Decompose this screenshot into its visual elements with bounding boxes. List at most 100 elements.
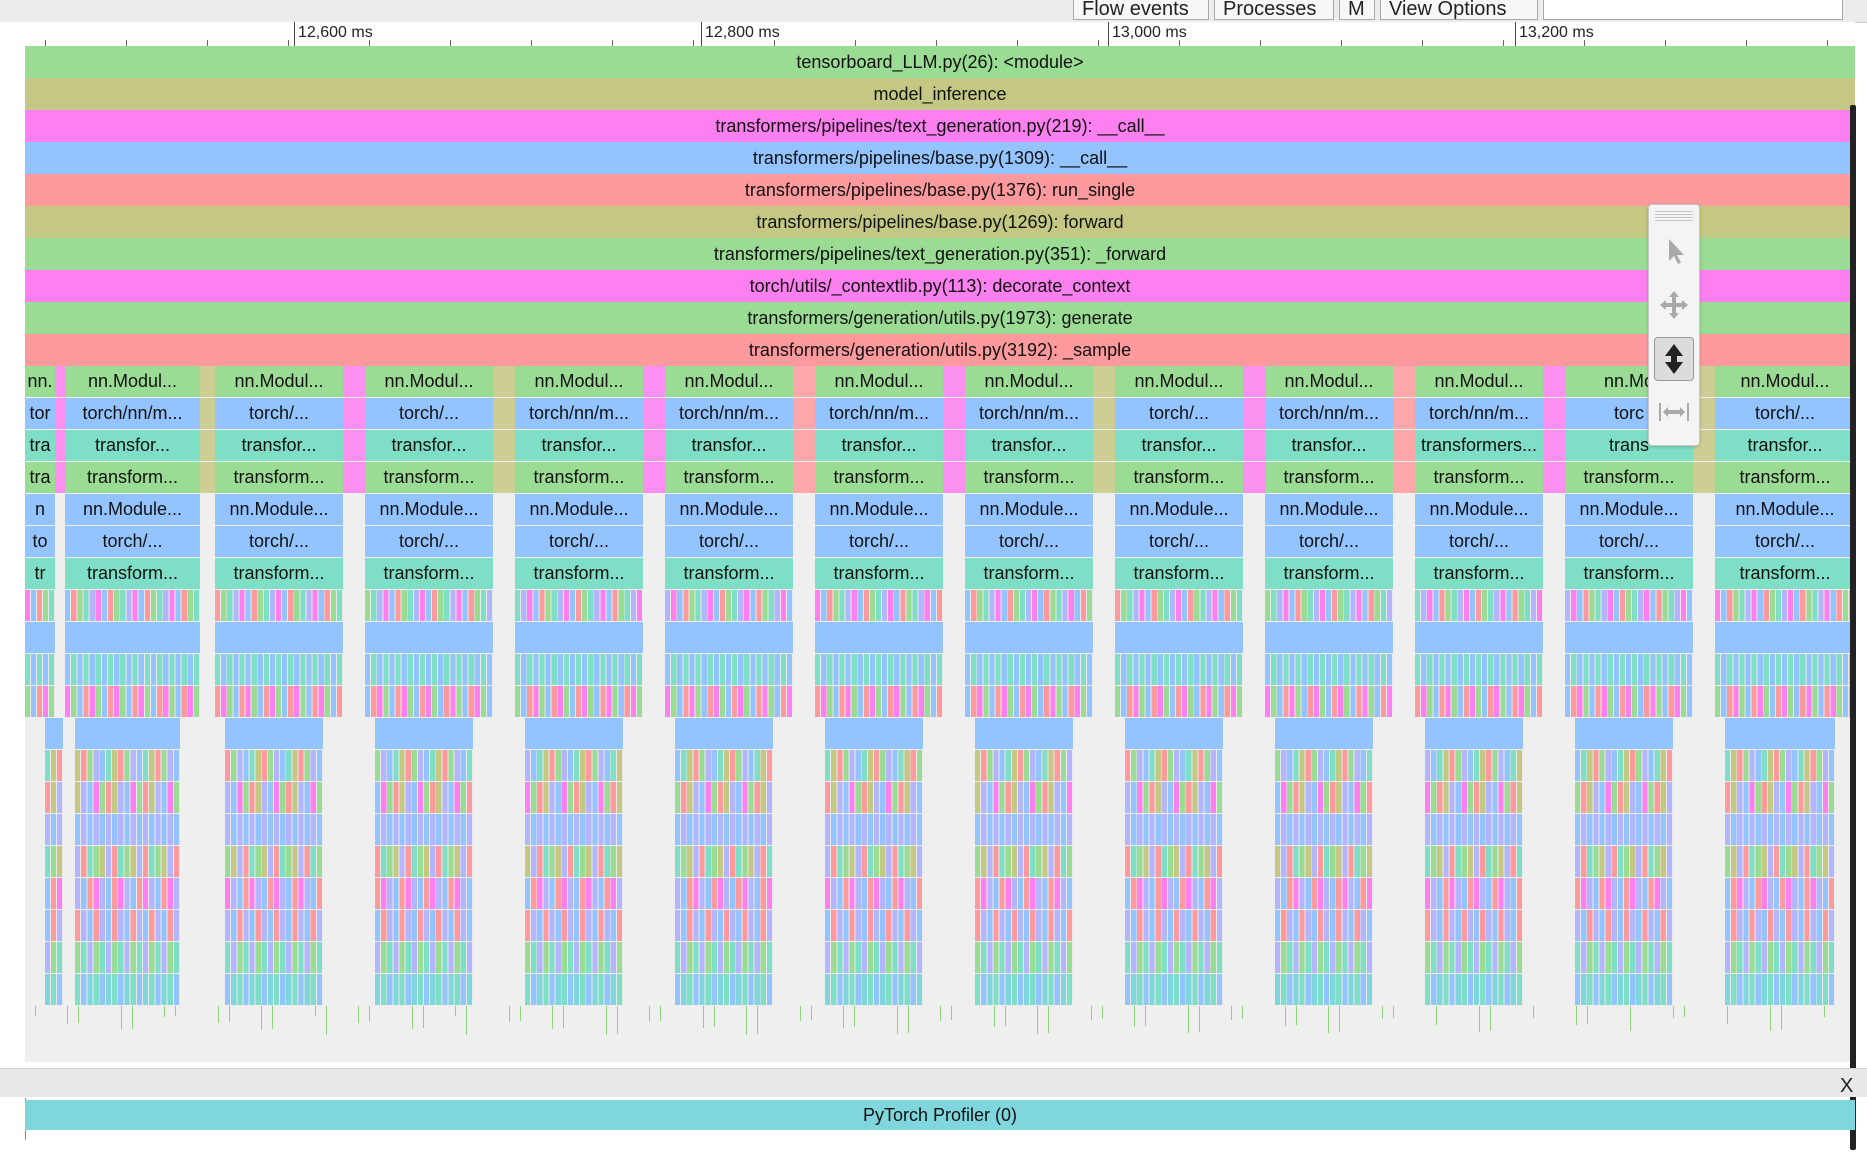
slice-step[interactable]: transform...	[65, 462, 200, 493]
slice-kernel-group[interactable]	[1275, 942, 1373, 973]
slice-step[interactable]: torch/...	[1415, 526, 1543, 557]
slice-kernel-group[interactable]	[1725, 750, 1835, 781]
slice-step[interactable]: transform...	[215, 558, 343, 589]
slice-kernel-group[interactable]	[825, 814, 923, 845]
slice-kernel-group[interactable]	[525, 878, 623, 909]
view-options-button[interactable]: View Options	[1380, 0, 1538, 20]
slice-kernel-group[interactable]	[1115, 622, 1243, 653]
slice-step[interactable]: torch/nn/m...	[665, 398, 793, 429]
slice-kernel-group[interactable]	[815, 686, 943, 717]
slice-step[interactable]: transform...	[365, 462, 493, 493]
slice-kernel-group[interactable]	[665, 654, 793, 685]
slice-kernel-group[interactable]	[1125, 878, 1223, 909]
slice-step[interactable]: tr	[25, 558, 55, 589]
slice-kernel-group[interactable]	[1725, 782, 1835, 813]
slice-step[interactable]: transform...	[665, 462, 793, 493]
slice-kernel-group[interactable]	[75, 814, 180, 845]
slice-kernel-group[interactable]	[975, 974, 1073, 1005]
slice-kernel-group[interactable]	[375, 782, 473, 813]
toolbar-drag-handle[interactable]	[1655, 211, 1693, 223]
slice-step[interactable]: torch/nn/m...	[65, 398, 200, 429]
slice-step[interactable]: nn.Module...	[1565, 494, 1693, 525]
slice-step[interactable]: nn.Module...	[1265, 494, 1393, 525]
slice-kernel-group[interactable]	[675, 750, 773, 781]
slice-kernel-group[interactable]	[25, 686, 55, 717]
pan-icon[interactable]	[1654, 283, 1694, 327]
slice-step[interactable]: transform...	[1715, 462, 1855, 493]
slice-kernel-group[interactable]	[1575, 974, 1673, 1005]
slice-callstack[interactable]: transformers/generation/utils.py(1973): …	[25, 302, 1855, 334]
slice-step[interactable]: tra	[25, 430, 55, 461]
slice-kernel-group[interactable]	[1275, 718, 1373, 749]
slice-kernel-group[interactable]	[515, 654, 643, 685]
slice-kernel-group[interactable]	[1575, 846, 1673, 877]
slice-kernel-group[interactable]	[525, 814, 623, 845]
slice-kernel-group[interactable]	[365, 654, 493, 685]
slice-kernel-group[interactable]	[1715, 590, 1855, 621]
slice-kernel-group[interactable]	[975, 910, 1073, 941]
slice-kernel-group[interactable]	[225, 974, 323, 1005]
slice-step[interactable]: transform...	[365, 558, 493, 589]
slice-kernel-group[interactable]	[365, 622, 493, 653]
slice-step[interactable]: nn.Modul...	[215, 366, 343, 397]
slice-kernel-group[interactable]	[1575, 878, 1673, 909]
slice-kernel-group[interactable]	[965, 686, 1093, 717]
slice-step[interactable]: nn.Modul...	[65, 366, 200, 397]
slice-step[interactable]: nn.Module...	[665, 494, 793, 525]
slice-kernel-group[interactable]	[1575, 814, 1673, 845]
slice-kernel-group[interactable]	[25, 654, 55, 685]
slice-step[interactable]: nn.Modul...	[365, 366, 493, 397]
slice-step[interactable]: nn.Modul...	[815, 366, 943, 397]
slice-kernel-group[interactable]	[1115, 686, 1243, 717]
slice-step[interactable]: tor	[25, 398, 55, 429]
slice-step[interactable]: transform...	[65, 558, 200, 589]
slice-kernel-group[interactable]	[975, 718, 1073, 749]
slice-kernel-group[interactable]	[75, 718, 180, 749]
slice-kernel-group[interactable]	[215, 686, 343, 717]
slice-kernel-group[interactable]	[1125, 974, 1223, 1005]
slice-kernel-group[interactable]	[1575, 718, 1673, 749]
slice-kernel-group[interactable]	[1125, 718, 1223, 749]
slice-kernel-group[interactable]	[1265, 686, 1393, 717]
slice-kernel-group[interactable]	[1125, 782, 1223, 813]
search-input[interactable]	[1543, 0, 1843, 20]
slice-step[interactable]: torch/...	[1115, 398, 1243, 429]
slice-kernel-group[interactable]	[1715, 622, 1855, 653]
slice-step[interactable]: transform...	[965, 462, 1093, 493]
slice-kernel-group[interactable]	[75, 942, 180, 973]
slice-step[interactable]: nn.Modul...	[1415, 366, 1543, 397]
slice-kernel-group[interactable]	[1125, 910, 1223, 941]
slice-kernel-group[interactable]	[1265, 622, 1393, 653]
slice-step[interactable]: transform...	[1265, 462, 1393, 493]
slice-kernel-group[interactable]	[965, 622, 1093, 653]
slice-step[interactable]: transfor...	[815, 430, 943, 461]
slice-kernel-group[interactable]	[1425, 846, 1523, 877]
slice-callstack[interactable]: transformers/pipelines/text_generation.p…	[25, 110, 1855, 142]
slice-kernel-group[interactable]	[1425, 814, 1523, 845]
slice-kernel-group[interactable]	[1415, 654, 1543, 685]
slice-kernel-group[interactable]	[1265, 590, 1393, 621]
slice-kernel-group[interactable]	[225, 814, 323, 845]
slice-kernel-group[interactable]	[525, 750, 623, 781]
slice-kernel-group[interactable]	[25, 590, 55, 621]
slice-step[interactable]: nn.	[25, 366, 55, 397]
slice-step[interactable]: nn.Module...	[365, 494, 493, 525]
slice-kernel-group[interactable]	[1725, 814, 1835, 845]
slice-kernel-group[interactable]	[375, 974, 473, 1005]
slice-step[interactable]: transform...	[1115, 462, 1243, 493]
slice-kernel-group[interactable]	[375, 846, 473, 877]
slice-kernel-group[interactable]	[525, 718, 623, 749]
slice-kernel-group[interactable]	[65, 654, 200, 685]
slice-kernel-group[interactable]	[1725, 846, 1835, 877]
slice-kernel-group[interactable]	[1575, 750, 1673, 781]
slice-step[interactable]: transform...	[1565, 462, 1693, 493]
slice-step[interactable]: nn.Module...	[515, 494, 643, 525]
slice-kernel-group[interactable]	[65, 590, 200, 621]
slice-kernel-group[interactable]	[675, 942, 773, 973]
slice-kernel-group[interactable]	[825, 942, 923, 973]
slice-step[interactable]: torch/...	[215, 526, 343, 557]
slice-kernel-group[interactable]	[365, 590, 493, 621]
slice-kernel-group[interactable]	[1275, 974, 1373, 1005]
slice-kernel-group[interactable]	[1125, 846, 1223, 877]
slice-kernel-group[interactable]	[225, 878, 323, 909]
